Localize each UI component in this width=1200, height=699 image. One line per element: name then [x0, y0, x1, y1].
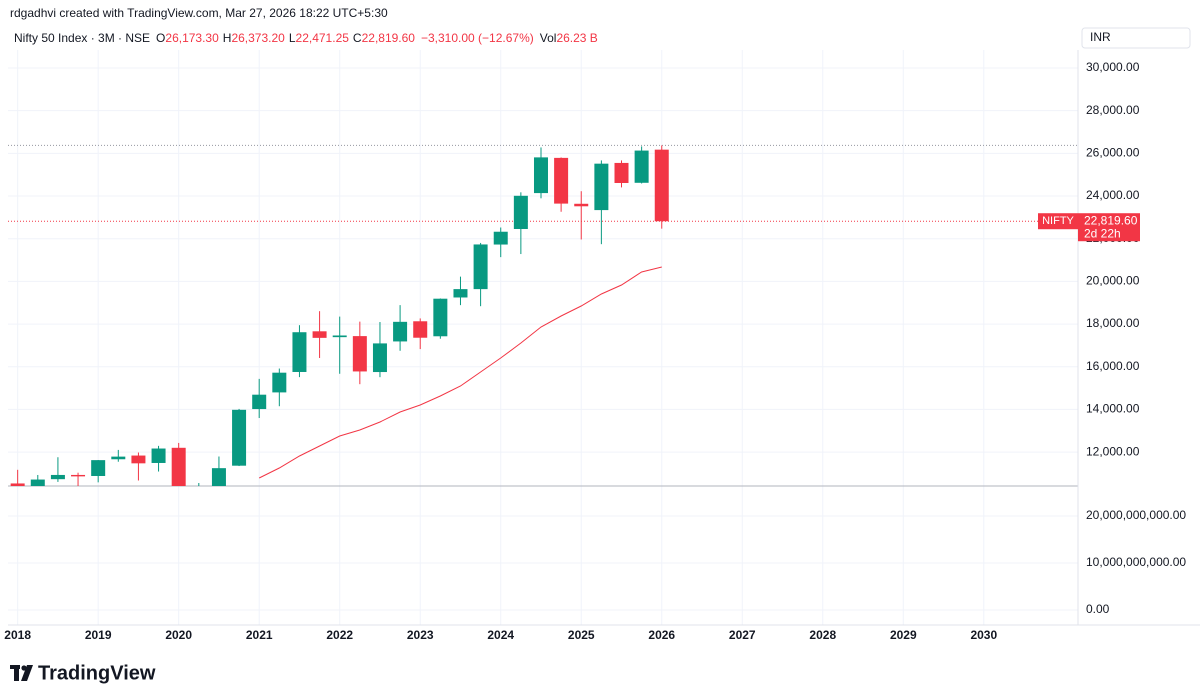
x-tick-label: 2030 [970, 628, 997, 642]
currency-box [1081, 27, 1191, 49]
field: C22,819.60 [353, 31, 415, 45]
candle-body [111, 456, 126, 460]
volume-key: Vol [539, 31, 557, 45]
field: H26,373.20 [223, 31, 285, 45]
field-value: 26,373.20 [231, 31, 285, 45]
candle-body [292, 332, 307, 372]
candle-body [614, 162, 629, 183]
y-tick-label: 20,000.00 [1086, 274, 1140, 288]
candle-body [433, 298, 448, 337]
currency: INR [1090, 30, 1111, 44]
y-tick-label: 30,000.00 [1086, 60, 1140, 74]
candle-body [554, 157, 569, 204]
candle-body [594, 163, 609, 211]
y2-tick-label: 10,000,000,000.00 [1086, 555, 1186, 569]
field-key: O [156, 31, 166, 45]
x-tick-label: 2022 [326, 628, 353, 642]
candle-body [574, 203, 589, 207]
field-key: H [222, 31, 232, 45]
x-tick-label: 2023 [407, 628, 434, 642]
y-tick-label: 16,000.00 [1086, 359, 1140, 373]
candle-body [131, 455, 146, 464]
change: −3,310.00 (−12.67%) [420, 31, 534, 45]
moving-average [258, 266, 662, 479]
candle-body [192, 488, 206, 525]
y2-tick-label: 0.00 [1086, 602, 1110, 616]
y-tick-label: 24,000.00 [1086, 188, 1140, 202]
candle-body [332, 335, 347, 338]
field-value: 26,173.30 [165, 31, 219, 45]
field: O26,173.30 [156, 31, 219, 45]
attribution: rdgadhvi created with TradingView.com, M… [10, 6, 388, 20]
fields: O26,173.30 H26,373.20 L22,471.25 C22,819.60 [156, 31, 415, 45]
symbol: Nifty 50 Index · 3M · NSE [14, 31, 151, 45]
x-tick-label: 2026 [648, 628, 675, 642]
candle-body [272, 372, 287, 393]
candle-body [352, 336, 367, 372]
candle-body [634, 150, 649, 183]
field-key: L [288, 31, 296, 45]
y-tick-label: 18,000.00 [1086, 316, 1140, 330]
axes: 2018 2019 2020 2021 2022 2023 2024 2025 2026 2027… [4, 60, 1186, 642]
x-tick-label: 2019 [85, 628, 112, 642]
candle-body [50, 474, 65, 480]
y2-tick-label: 20,000,000,000.00 [1086, 508, 1186, 522]
grid [8, 50, 1078, 625]
candle-body [252, 394, 267, 410]
x-tick-label: 2027 [729, 628, 756, 642]
price-label: 22,819.60 [1084, 213, 1138, 227]
field: L22,471.25 [289, 31, 349, 45]
candle-body [413, 321, 428, 338]
candle-body [393, 321, 408, 342]
candle-body [493, 231, 508, 245]
x-tick-label: 2029 [890, 628, 917, 642]
candle-body [533, 157, 548, 194]
candle-body [10, 483, 25, 486]
logo-text: TradingView [38, 662, 156, 684]
price-pane [8, 144, 1078, 525]
candle-body [453, 289, 468, 298]
candle-body [473, 244, 488, 290]
countdown-label: 2d 22h [1084, 226, 1121, 240]
y-tick-label: 26,000.00 [1086, 146, 1140, 160]
field-value: 22,819.60 [361, 31, 415, 45]
candle-body [232, 409, 247, 466]
field-key: C [352, 31, 362, 45]
x-tick-label: 2021 [246, 628, 273, 642]
candle-body [211, 468, 226, 486]
y-tick-label: 12,000.00 [1086, 444, 1140, 458]
x-tick-label: 2020 [165, 628, 192, 642]
volume: Vol26.23 B [540, 31, 598, 45]
y-tick-label: 14,000.00 [1086, 402, 1140, 416]
candle-body [91, 460, 106, 476]
x-tick-label: 2028 [809, 628, 836, 642]
candle-body [151, 448, 166, 463]
candle-body [171, 447, 186, 486]
volume-value: 26.23 B [556, 31, 598, 45]
x-tick-label: 2025 [568, 628, 595, 642]
candle-body [30, 479, 45, 486]
symbol-label: NIFTY [1042, 215, 1074, 227]
x-tick-label: 2018 [4, 628, 31, 642]
candle-body [71, 474, 86, 477]
candle-body [372, 343, 387, 373]
field-value: 22,471.25 [295, 31, 349, 45]
ohlc-readout: Nifty 50 Index · 3M · NSE O26,173.30 H26,… [14, 31, 598, 45]
candle-body [513, 195, 528, 230]
price-label-box [1078, 213, 1140, 242]
logo-icon [10, 665, 33, 681]
y-tick-label: 28,000.00 [1086, 103, 1140, 117]
x-tick-label: 2024 [487, 628, 514, 642]
candle-body [654, 149, 669, 222]
candle-body [312, 331, 327, 338]
symbol-label-box [1038, 213, 1078, 230]
